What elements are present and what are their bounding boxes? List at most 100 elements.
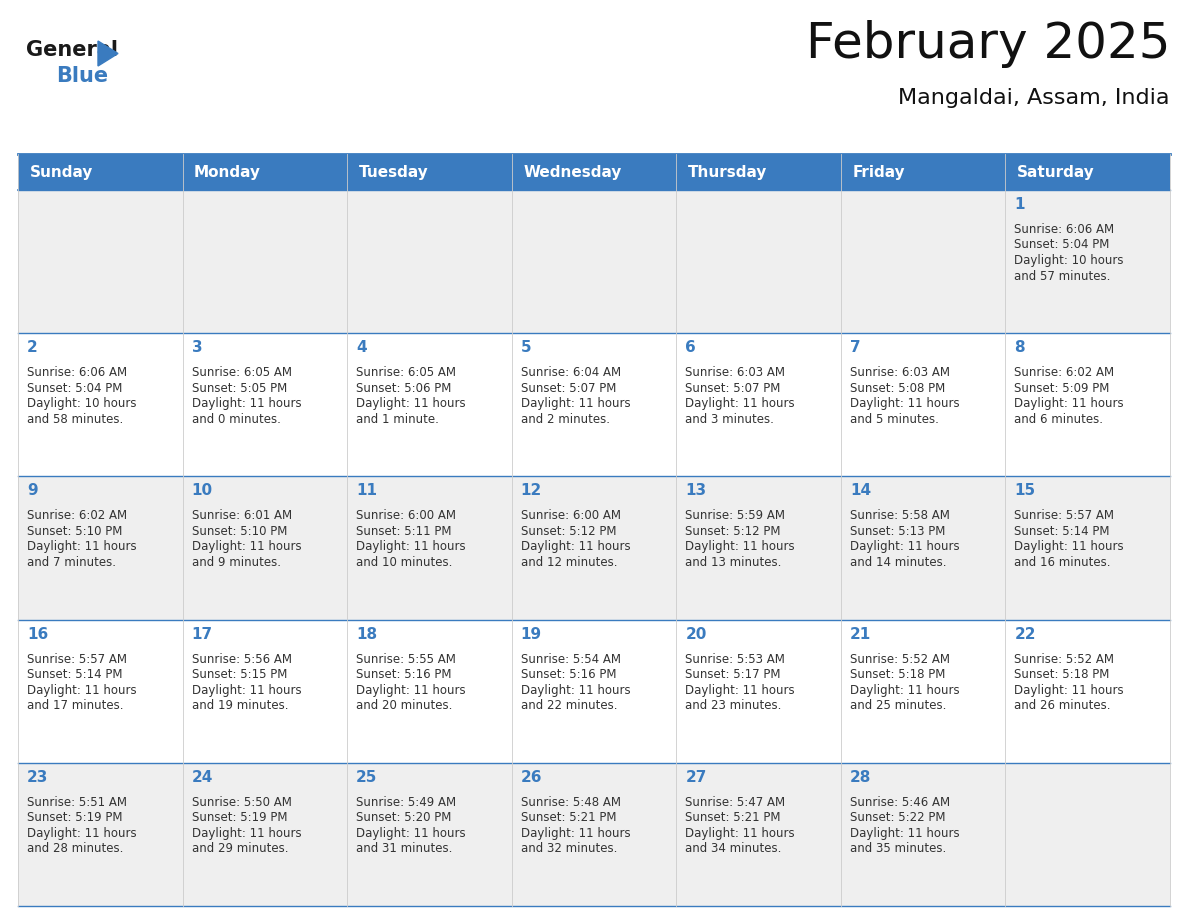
Text: 21: 21 [849,627,871,642]
Text: 24: 24 [191,770,213,785]
Text: and 6 minutes.: and 6 minutes. [1015,413,1104,426]
Text: 22: 22 [1015,627,1036,642]
Bar [841,763,1005,906]
Text: Sunrise: 5:57 AM: Sunrise: 5:57 AM [1015,509,1114,522]
Text: General: General [26,40,118,60]
Text: Sunset: 5:12 PM: Sunset: 5:12 PM [520,525,617,538]
Text: Sunset: 5:19 PM: Sunset: 5:19 PM [27,812,122,824]
Bar [183,154,347,190]
Bar [347,333,512,476]
Text: Sunrise: 5:51 AM: Sunrise: 5:51 AM [27,796,127,809]
Text: Daylight: 11 hours: Daylight: 11 hours [1015,397,1124,410]
Text: Sunrise: 6:01 AM: Sunrise: 6:01 AM [191,509,292,522]
Text: Daylight: 11 hours: Daylight: 11 hours [849,541,960,554]
Text: and 12 minutes.: and 12 minutes. [520,556,618,569]
Text: and 25 minutes.: and 25 minutes. [849,700,946,712]
Text: Daylight: 11 hours: Daylight: 11 hours [520,541,631,554]
Text: and 19 minutes.: and 19 minutes. [191,700,287,712]
Text: 14: 14 [849,484,871,498]
Text: Sunset: 5:10 PM: Sunset: 5:10 PM [191,525,287,538]
Text: Sunset: 5:10 PM: Sunset: 5:10 PM [27,525,122,538]
Text: Daylight: 11 hours: Daylight: 11 hours [191,684,302,697]
Text: Daylight: 11 hours: Daylight: 11 hours [520,684,631,697]
Text: Daylight: 11 hours: Daylight: 11 hours [191,827,302,840]
Text: Tuesday: Tuesday [359,164,429,180]
Text: Mangaldai, Assam, India: Mangaldai, Assam, India [898,88,1170,108]
Text: Daylight: 11 hours: Daylight: 11 hours [685,541,795,554]
Bar [183,333,347,476]
Text: Sunrise: 5:57 AM: Sunrise: 5:57 AM [27,653,127,666]
Text: Sunrise: 5:52 AM: Sunrise: 5:52 AM [849,653,950,666]
Bar [512,154,676,190]
Text: 12: 12 [520,484,542,498]
Text: Sunrise: 5:58 AM: Sunrise: 5:58 AM [849,509,949,522]
Text: Daylight: 11 hours: Daylight: 11 hours [356,684,466,697]
Bar [347,620,512,763]
Text: and 13 minutes.: and 13 minutes. [685,556,782,569]
Text: Sunset: 5:11 PM: Sunset: 5:11 PM [356,525,451,538]
Text: Sunrise: 5:47 AM: Sunrise: 5:47 AM [685,796,785,809]
Text: Wednesday: Wednesday [523,164,621,180]
Text: Sunset: 5:09 PM: Sunset: 5:09 PM [1015,382,1110,395]
Text: 5: 5 [520,341,531,355]
Text: Thursday: Thursday [688,164,767,180]
Text: Daylight: 11 hours: Daylight: 11 hours [849,827,960,840]
Text: Daylight: 11 hours: Daylight: 11 hours [685,827,795,840]
Text: Friday: Friday [852,164,905,180]
Text: and 14 minutes.: and 14 minutes. [849,556,947,569]
Text: and 0 minutes.: and 0 minutes. [191,413,280,426]
Text: and 17 minutes.: and 17 minutes. [27,700,124,712]
Text: February 2025: February 2025 [805,20,1170,68]
Bar [183,476,347,620]
Text: 4: 4 [356,341,367,355]
Text: Sunrise: 5:49 AM: Sunrise: 5:49 AM [356,796,456,809]
Bar [18,154,183,190]
Bar [512,190,676,333]
Text: 9: 9 [27,484,38,498]
Text: Sunrise: 5:46 AM: Sunrise: 5:46 AM [849,796,950,809]
Text: 8: 8 [1015,341,1025,355]
Bar [676,190,841,333]
Text: 18: 18 [356,627,378,642]
Bar [841,476,1005,620]
Bar [18,620,183,763]
Text: Daylight: 11 hours: Daylight: 11 hours [520,827,631,840]
Text: Sunset: 5:08 PM: Sunset: 5:08 PM [849,382,946,395]
Text: Daylight: 11 hours: Daylight: 11 hours [191,541,302,554]
Text: Daylight: 11 hours: Daylight: 11 hours [1015,684,1124,697]
Text: 16: 16 [27,627,49,642]
Text: Sunrise: 6:05 AM: Sunrise: 6:05 AM [356,366,456,379]
Text: and 2 minutes.: and 2 minutes. [520,413,609,426]
Bar [1005,154,1170,190]
Text: Sunset: 5:19 PM: Sunset: 5:19 PM [191,812,287,824]
Text: and 31 minutes.: and 31 minutes. [356,843,453,856]
Text: Sunset: 5:14 PM: Sunset: 5:14 PM [27,668,122,681]
Text: Daylight: 11 hours: Daylight: 11 hours [685,397,795,410]
Text: Daylight: 11 hours: Daylight: 11 hours [191,397,302,410]
Text: Sunrise: 5:50 AM: Sunrise: 5:50 AM [191,796,291,809]
Text: Sunrise: 6:03 AM: Sunrise: 6:03 AM [849,366,950,379]
Bar [841,154,1005,190]
Text: Sunrise: 6:00 AM: Sunrise: 6:00 AM [520,509,620,522]
Bar [1005,763,1170,906]
Text: Sunrise: 6:03 AM: Sunrise: 6:03 AM [685,366,785,379]
Bar [1005,476,1170,620]
Bar [347,763,512,906]
Text: Sunset: 5:04 PM: Sunset: 5:04 PM [1015,239,1110,252]
Bar [18,190,183,333]
Text: and 7 minutes.: and 7 minutes. [27,556,116,569]
Text: 19: 19 [520,627,542,642]
Text: and 29 minutes.: and 29 minutes. [191,843,287,856]
Text: 15: 15 [1015,484,1036,498]
Text: 25: 25 [356,770,378,785]
Text: and 10 minutes.: and 10 minutes. [356,556,453,569]
Text: Sunset: 5:21 PM: Sunset: 5:21 PM [520,812,617,824]
Text: 2: 2 [27,341,38,355]
Text: Sunset: 5:18 PM: Sunset: 5:18 PM [849,668,946,681]
Text: 17: 17 [191,627,213,642]
Text: Sunrise: 5:55 AM: Sunrise: 5:55 AM [356,653,456,666]
Text: and 58 minutes.: and 58 minutes. [27,413,124,426]
Text: Sunset: 5:22 PM: Sunset: 5:22 PM [849,812,946,824]
Bar [676,154,841,190]
Text: Sunrise: 6:06 AM: Sunrise: 6:06 AM [27,366,127,379]
